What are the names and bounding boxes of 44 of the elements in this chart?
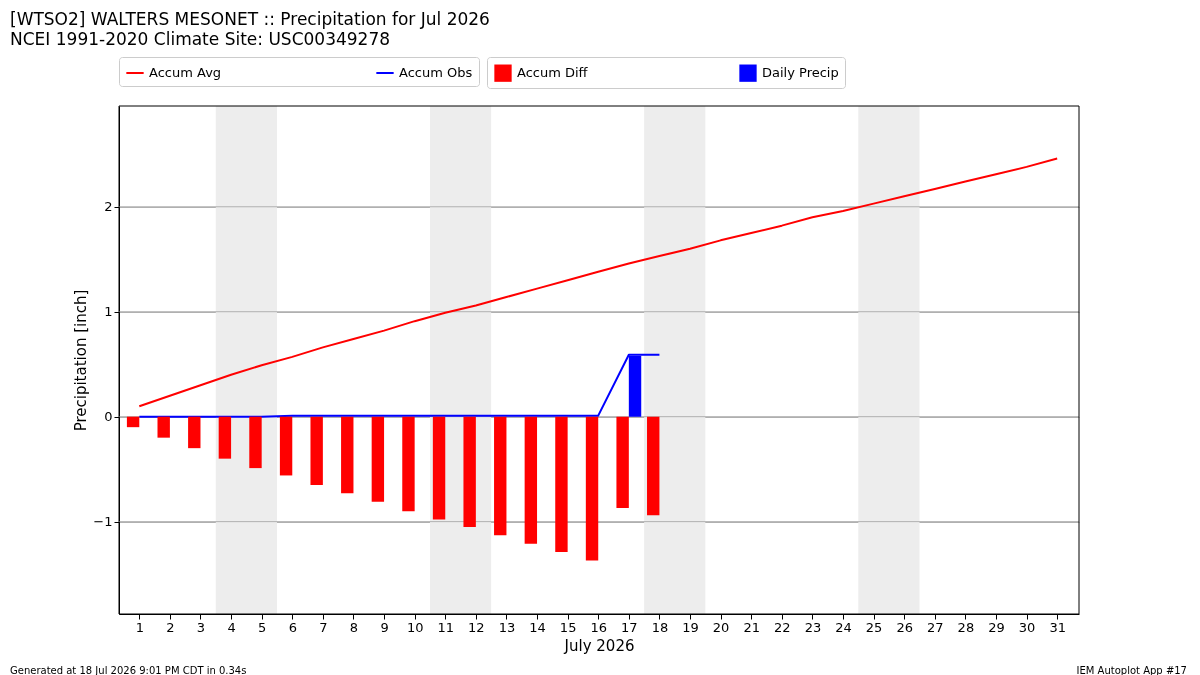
- x-tick-label: 28: [957, 619, 975, 635]
- x-tick-label: 18: [651, 619, 669, 635]
- y-tick-label: 0: [104, 409, 113, 425]
- y-tick-label: −1: [93, 514, 113, 530]
- x-tick-label: 2: [166, 619, 175, 635]
- x-tick-label: 5: [258, 619, 267, 635]
- x-tick-label: 13: [498, 619, 516, 635]
- x-tick-label: 29: [988, 619, 1005, 635]
- x-axis-title: July 2026: [563, 636, 635, 655]
- x-tick-label: 8: [349, 619, 359, 635]
- x-tick-label: 17: [621, 619, 638, 635]
- x-tick-label: 4: [227, 619, 236, 635]
- x-tick-label: 22: [774, 619, 791, 635]
- x-tick-label: 9: [380, 619, 389, 635]
- legend-label: Daily Precip: [762, 65, 839, 81]
- x-tick-label: 31: [1049, 619, 1066, 635]
- x-tick-label: 24: [835, 619, 852, 635]
- x-tick-label: 6: [288, 619, 297, 635]
- x-tick-label: 26: [896, 619, 913, 635]
- x-tick-label: 16: [590, 619, 608, 635]
- legend-label: Accum Diff: [517, 65, 589, 81]
- x-tick-label: 14: [529, 619, 546, 635]
- x-tick-label: 10: [406, 619, 424, 635]
- x-tick-label: 19: [682, 619, 699, 635]
- x-tick-label: 21: [743, 619, 760, 635]
- x-tick-label: 1: [135, 619, 144, 635]
- x-tick-label: 25: [865, 619, 883, 635]
- chart-subtitle: NCEI 1991-2020 Climate Site: USC00349278: [10, 28, 391, 49]
- x-tick-label: 30: [1018, 619, 1036, 635]
- y-tick-label: 1: [104, 304, 113, 320]
- x-tick-label: 15: [559, 619, 577, 635]
- x-tick-label: 7: [319, 619, 328, 635]
- x-tick-label: 3: [196, 619, 206, 635]
- y-axis-title: Precipitation [inch]: [72, 289, 91, 432]
- x-tick-label: 12: [468, 619, 485, 635]
- x-tick-label: 11: [437, 619, 455, 635]
- line-series: [138, 157, 1059, 408]
- legend-label: Accum Obs: [399, 65, 473, 80]
- x-tick-label: 27: [927, 619, 944, 635]
- legend-label: Accum Avg: [149, 65, 222, 80]
- x-tick-label: 20: [712, 619, 730, 635]
- x-tick-label: 23: [804, 619, 822, 635]
- chart-title: [WTSO2] WALTERS MESONET :: Precipitation for Jul 2026: [10, 8, 490, 29]
- y-tick-label: 2: [104, 199, 113, 215]
